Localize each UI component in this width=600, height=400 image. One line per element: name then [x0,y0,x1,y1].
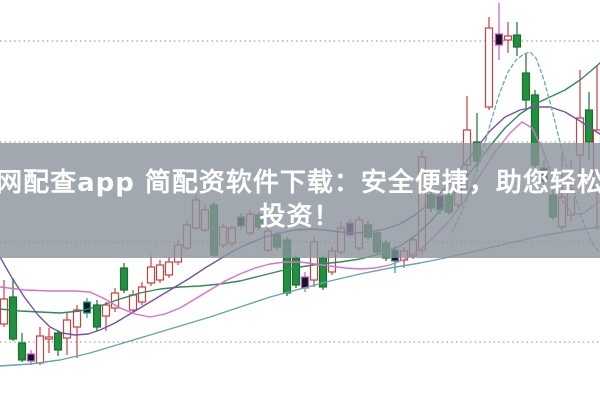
caption-line-1: 网配查app 简配资软件下载：安全便捷，助您轻松 [0,168,600,199]
ma-dark-green [0,62,600,314]
caption-line-2: 投资！ [259,201,341,232]
caption: 网配查app 简配资软件下载：安全便捷，助您轻松 投资！ [0,143,600,258]
ma-magenta [0,121,600,318]
caption-banner [0,143,600,258]
